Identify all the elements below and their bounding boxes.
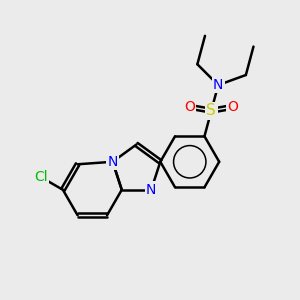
Text: O: O — [228, 100, 238, 114]
Text: N: N — [213, 78, 224, 92]
Text: Cl: Cl — [34, 170, 48, 184]
Text: S: S — [206, 103, 216, 118]
Text: N: N — [146, 183, 156, 197]
Text: O: O — [184, 100, 195, 114]
Text: N: N — [107, 155, 118, 169]
